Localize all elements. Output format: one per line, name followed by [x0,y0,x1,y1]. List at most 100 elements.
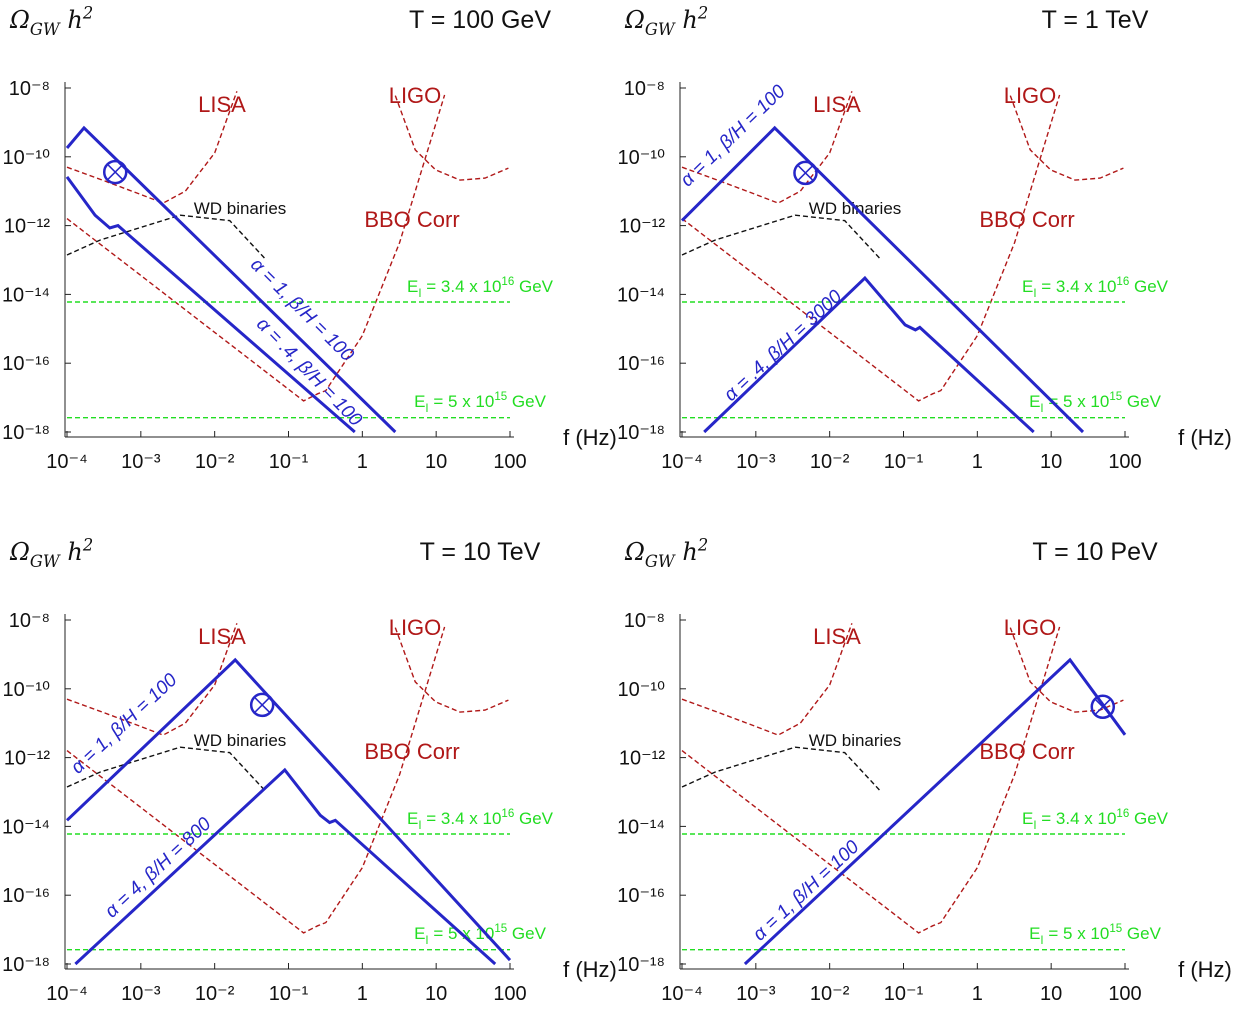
x-tick-label: 10⁻² [195,983,235,1005]
curve-label-part: = 3.4 x 10 [422,277,502,296]
curve-label-part: E [1029,924,1040,943]
y-tick-label: 10⁻⁸ [624,78,665,100]
curve-label: BBO Corr [979,207,1074,232]
marker [102,159,128,185]
curve-label-part: GeV [1129,809,1168,828]
curve-label: BBO Corr [979,739,1074,764]
x-tick-label: 10⁻¹ [269,451,309,473]
y-tick-label: 10⁻¹⁴ [617,284,665,306]
x-tick-label: 10⁻³ [736,983,776,1005]
curve-label-part: 15 [494,923,507,935]
panel: ΩGW h2 T = 100 GeV f (Hz) 10⁻¹⁸ 10⁻¹⁶ 10⁻¹⁴ 10… [2,3,617,473]
curve-label-part: 16 [1116,808,1129,820]
y-tick-label: 10⁻⁸ [9,610,50,632]
y-axis-label: ΩGW h2 [9,3,93,39]
curve-label-part: E [1022,277,1033,296]
curve-label: LIGO [389,83,442,108]
reference-curve [1009,627,1124,713]
curve-label-part: = 5 x 10 [1044,392,1110,411]
marker-cross [797,165,813,181]
curve-label-part: 15 [1109,923,1122,935]
y-tick-label: 10⁻¹² [619,216,665,238]
x-tick-label: 1 [357,983,368,1005]
curve-label: EI = 5 x 1015 GeV [414,923,546,947]
x-tick-label: 10 [425,983,447,1005]
curve-label: BBO Corr [364,207,459,232]
marker-cross [254,697,270,713]
y-axis-label-part: Ω [9,538,30,566]
curve-label-part: 16 [1116,276,1129,288]
y-tick-label: 10⁻¹² [4,748,50,770]
curve-label-part: E [414,392,425,411]
marker [793,160,818,186]
chart-title: T = 1 TeV [1042,6,1149,34]
panel: ΩGW h2 T = 10 TeV f (Hz) 10⁻¹⁸ 10⁻¹⁶ 10⁻¹⁴ 10⁻… [2,535,617,1005]
x-axis-label: f (Hz) [1178,957,1232,982]
signal-curve [74,767,497,966]
curve-label: EI = 5 x 1015 GeV [414,391,546,415]
x-tick-label: 10⁻⁴ [46,451,87,473]
curve-label: EI = 3.4 x 1016 GeV [1022,276,1169,300]
y-tick-label: 10⁻¹⁴ [2,284,50,306]
y-axis-label-part: GW [30,20,61,39]
x-tick-label: 1 [972,983,983,1005]
curve-label: EI = 3.4 x 1016 GeV [407,276,554,300]
curve-label-part: E [1029,392,1040,411]
y-tick-label: 10⁻¹⁰ [618,147,665,169]
y-axis-label-part: GW [645,552,676,571]
reference-curve [66,94,446,402]
reference-curve [66,626,446,934]
reference-curve [1009,95,1124,181]
curve-label-part: 16 [501,808,514,820]
y-tick-label: 10⁻¹⁸ [617,954,665,976]
y-axis-label-part: Ω [9,6,30,34]
curve-label-part: = 5 x 10 [1044,924,1110,943]
x-tick-label: 10⁻³ [736,451,776,473]
x-tick-label: 10⁻² [810,451,850,473]
y-tick-label: 10⁻¹⁶ [617,353,665,375]
curve-label-part: = 3.4 x 10 [422,809,502,828]
y-tick-label: 10⁻¹⁴ [617,816,665,838]
x-tick-label: 10⁻¹ [269,983,309,1005]
y-tick-label: 10⁻¹⁸ [617,422,665,444]
y-tick-label: 10⁻¹⁶ [2,353,50,375]
curve-label-part: GeV [514,277,553,296]
curve-label-part: I [418,820,421,832]
curve-label-part: 16 [501,276,514,288]
curve-label-part: I [1040,935,1043,947]
y-axis-label-part: 2 [82,3,93,22]
curve-label-part: 15 [1109,391,1122,403]
curve-label: BBO Corr [364,739,459,764]
curve-label-part: E [407,809,418,828]
curve-label-part: 15 [494,391,507,403]
curve-label-part: I [425,403,428,415]
curve-label-part: I [418,288,421,300]
y-axis-label: ΩGW h2 [624,3,708,39]
curve-label: LISA [813,92,861,117]
x-tick-label: 10⁻³ [121,451,161,473]
y-axis-label-part: Ω [624,538,645,566]
marker [249,692,275,718]
x-tick-label: 10⁻² [810,983,850,1005]
curve-label-part: E [407,277,418,296]
y-tick-label: 10⁻¹⁶ [2,885,50,907]
y-axis-label-part: h [60,538,83,566]
curve-label: α = 4, β/H = 800 [101,813,216,922]
signal-curve [65,176,356,434]
reference-curve [394,627,509,713]
curve-label: α = 1, β/H = 100 [749,836,864,945]
curve-label-part: = 3.4 x 10 [1037,809,1117,828]
curve-label-part: E [414,924,425,943]
curve-label: α = 1, β/H = 100 [677,81,790,191]
y-tick-label: 10⁻⁸ [9,78,50,100]
curve-label: WD binaries [809,731,902,750]
y-tick-label: 10⁻¹² [4,216,50,238]
x-tick-label: 10⁻² [195,451,235,473]
reference-curve [681,746,881,792]
chart-title: T = 10 PeV [1032,538,1158,566]
reference-curve [66,623,238,736]
curve-label: α = 1, β/H = 100 [67,669,182,778]
curve-label-part: GeV [1129,277,1168,296]
y-tick-label: 10⁻¹⁰ [3,679,50,701]
x-tick-label: 10⁻⁴ [46,983,87,1005]
